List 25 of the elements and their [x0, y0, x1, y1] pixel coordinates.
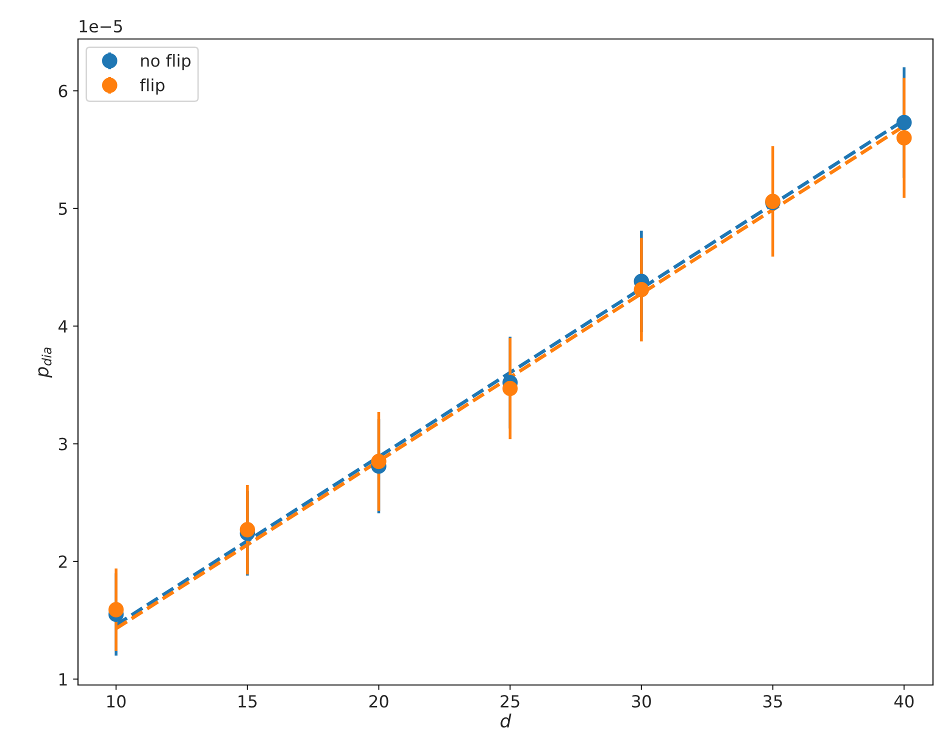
point — [896, 114, 912, 130]
x-tick-label: 30 — [632, 695, 651, 708]
x-tick-label: 25 — [500, 695, 520, 708]
legend-label: flip — [140, 78, 164, 95]
x-axis-title: d — [500, 714, 512, 728]
y-tick-label: 4 — [58, 320, 68, 332]
y-tick-label: 2 — [58, 555, 67, 568]
point — [108, 602, 124, 618]
point — [502, 380, 518, 396]
point — [371, 454, 386, 470]
point — [634, 282, 650, 298]
x-tick-label: 40 — [894, 695, 914, 708]
legend-label: no flip — [141, 54, 191, 70]
text: 1e−5 — [80, 20, 122, 33]
x-tick-label: 15 — [238, 695, 257, 708]
y-tick-label: 6 — [58, 84, 68, 98]
x-tick-label: 20 — [369, 695, 388, 708]
point — [240, 522, 256, 538]
y-axis-title: p$_{dia}$ — [38, 348, 52, 378]
y-tick-label: 1 — [60, 673, 67, 686]
y-tick-label: 3 — [58, 438, 67, 450]
x-tick-label: 10 — [107, 695, 126, 708]
x-tick-label: 35 — [763, 695, 782, 708]
y-tick-label: 5 — [58, 202, 67, 216]
point — [896, 130, 912, 146]
